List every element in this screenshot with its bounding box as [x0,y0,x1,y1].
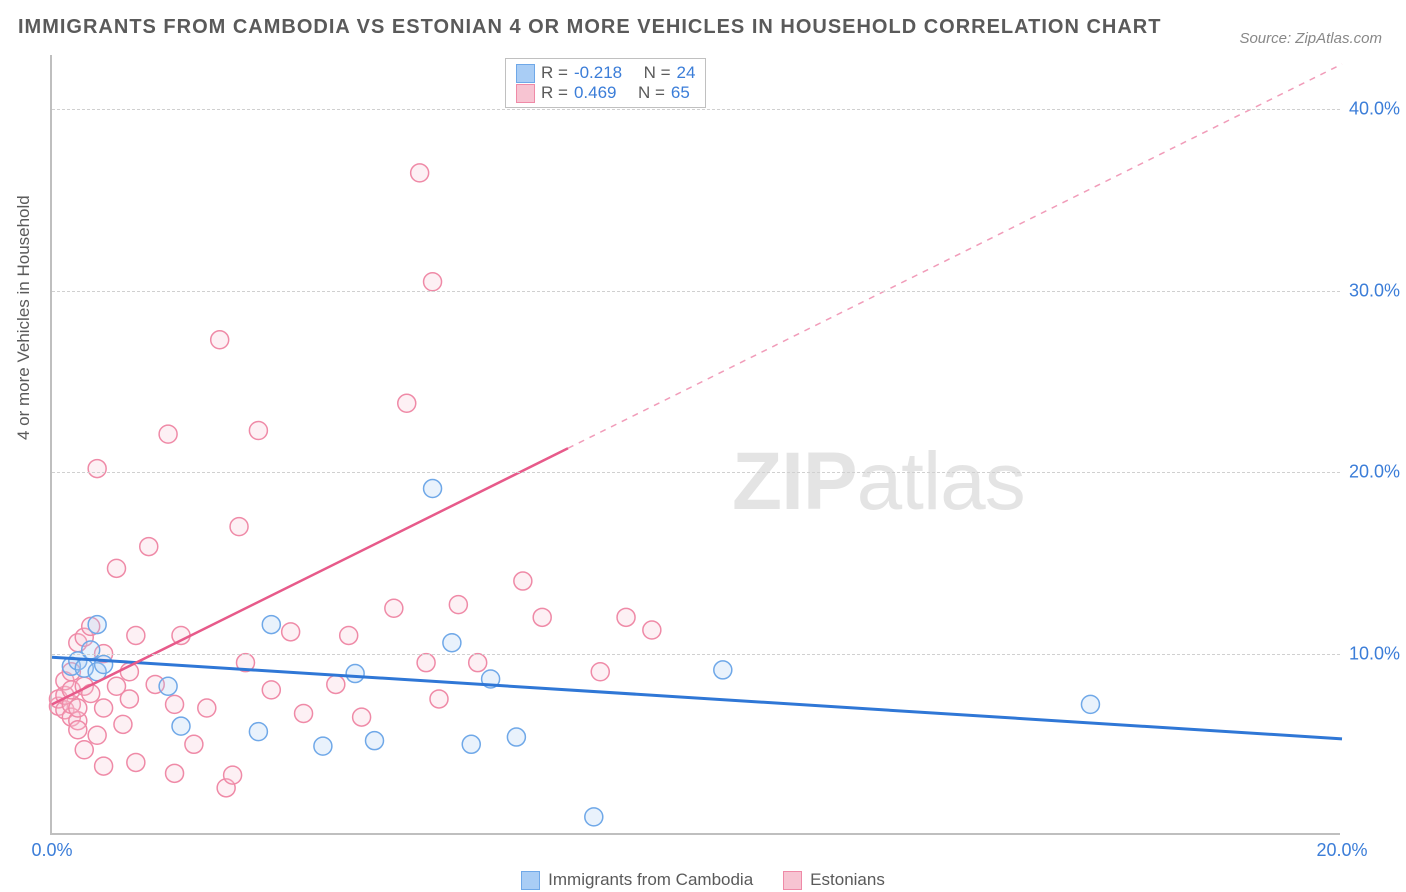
legend-item-0: Immigrants from Cambodia [521,870,753,890]
plot-area: ZIPatlas 10.0%20.0%30.0%40.0%0.0%20.0% [50,55,1340,835]
bottom-legend: Immigrants from Cambodia Estonians [0,870,1406,890]
r-val-0: -0.218 [574,63,622,83]
y-tick-label: 30.0% [1349,280,1400,301]
source-attribution: Source: ZipAtlas.com [1239,30,1382,47]
n-label-1: N = [638,83,665,103]
y-tick-label: 10.0% [1349,643,1400,664]
y-axis-label: 4 or more Vehicles in Household [14,195,34,440]
y-tick-label: 40.0% [1349,99,1400,120]
x-tick-label: 0.0% [31,840,72,861]
r-label-0: R = [541,63,568,83]
legend-swatch-1 [783,871,802,890]
n-val-0: 24 [677,63,696,83]
stats-legend: R = -0.218 N = 24 R = 0.469 N = 65 [505,58,706,108]
grid-line [52,472,1340,473]
grid-line [52,109,1340,110]
r-label-1: R = [541,83,568,103]
n-val-1: 65 [671,83,690,103]
chart-svg [52,55,1340,833]
legend-swatch-0 [521,871,540,890]
stats-row-0: R = -0.218 N = 24 [516,63,695,83]
r-val-1: 0.469 [574,83,617,103]
grid-line [52,654,1340,655]
stats-row-1: R = 0.469 N = 65 [516,83,695,103]
legend-item-1: Estonians [783,870,885,890]
legend-label-0: Immigrants from Cambodia [548,870,753,890]
grid-line [52,291,1340,292]
y-tick-label: 20.0% [1349,462,1400,483]
swatch-0 [516,64,535,83]
legend-label-1: Estonians [810,870,885,890]
swatch-1 [516,84,535,103]
x-tick-label: 20.0% [1316,840,1367,861]
n-label-0: N = [644,63,671,83]
chart-title: IMMIGRANTS FROM CAMBODIA VS ESTONIAN 4 O… [18,16,1161,39]
